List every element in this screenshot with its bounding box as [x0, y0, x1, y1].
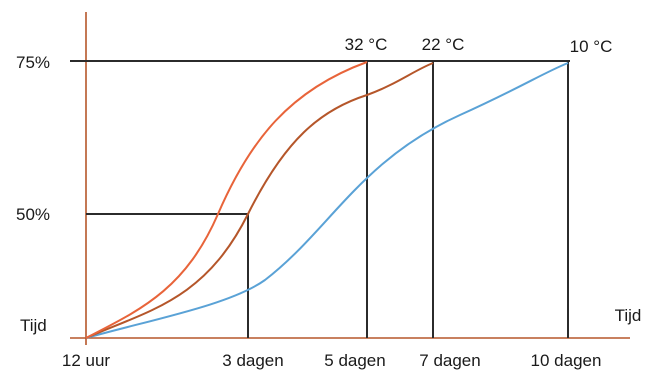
guide-50-box [86, 213, 249, 338]
x-axis-label: Tijd [615, 306, 642, 325]
y-tick-50: 50% [16, 205, 50, 224]
series-label-22c: 22 °C [422, 35, 465, 54]
x-tick-12-uur: 12 uur [62, 351, 111, 370]
series-32c-line [85, 61, 368, 339]
x-tick-7-dagen: 7 dagen [419, 351, 480, 370]
series-22c-line [85, 62, 434, 339]
series-10c-line [85, 62, 569, 339]
y-axis-label: Tijd [20, 316, 47, 335]
series-label-10c: 10 °C [570, 37, 613, 56]
series-label-32c: 32 °C [345, 35, 388, 54]
x-tick-10-dagen: 10 dagen [531, 351, 602, 370]
y-tick-75: 75% [16, 53, 50, 72]
x-tick-3-dagen: 3 dagen [222, 351, 283, 370]
x-tick-5-dagen: 5 dagen [324, 351, 385, 370]
